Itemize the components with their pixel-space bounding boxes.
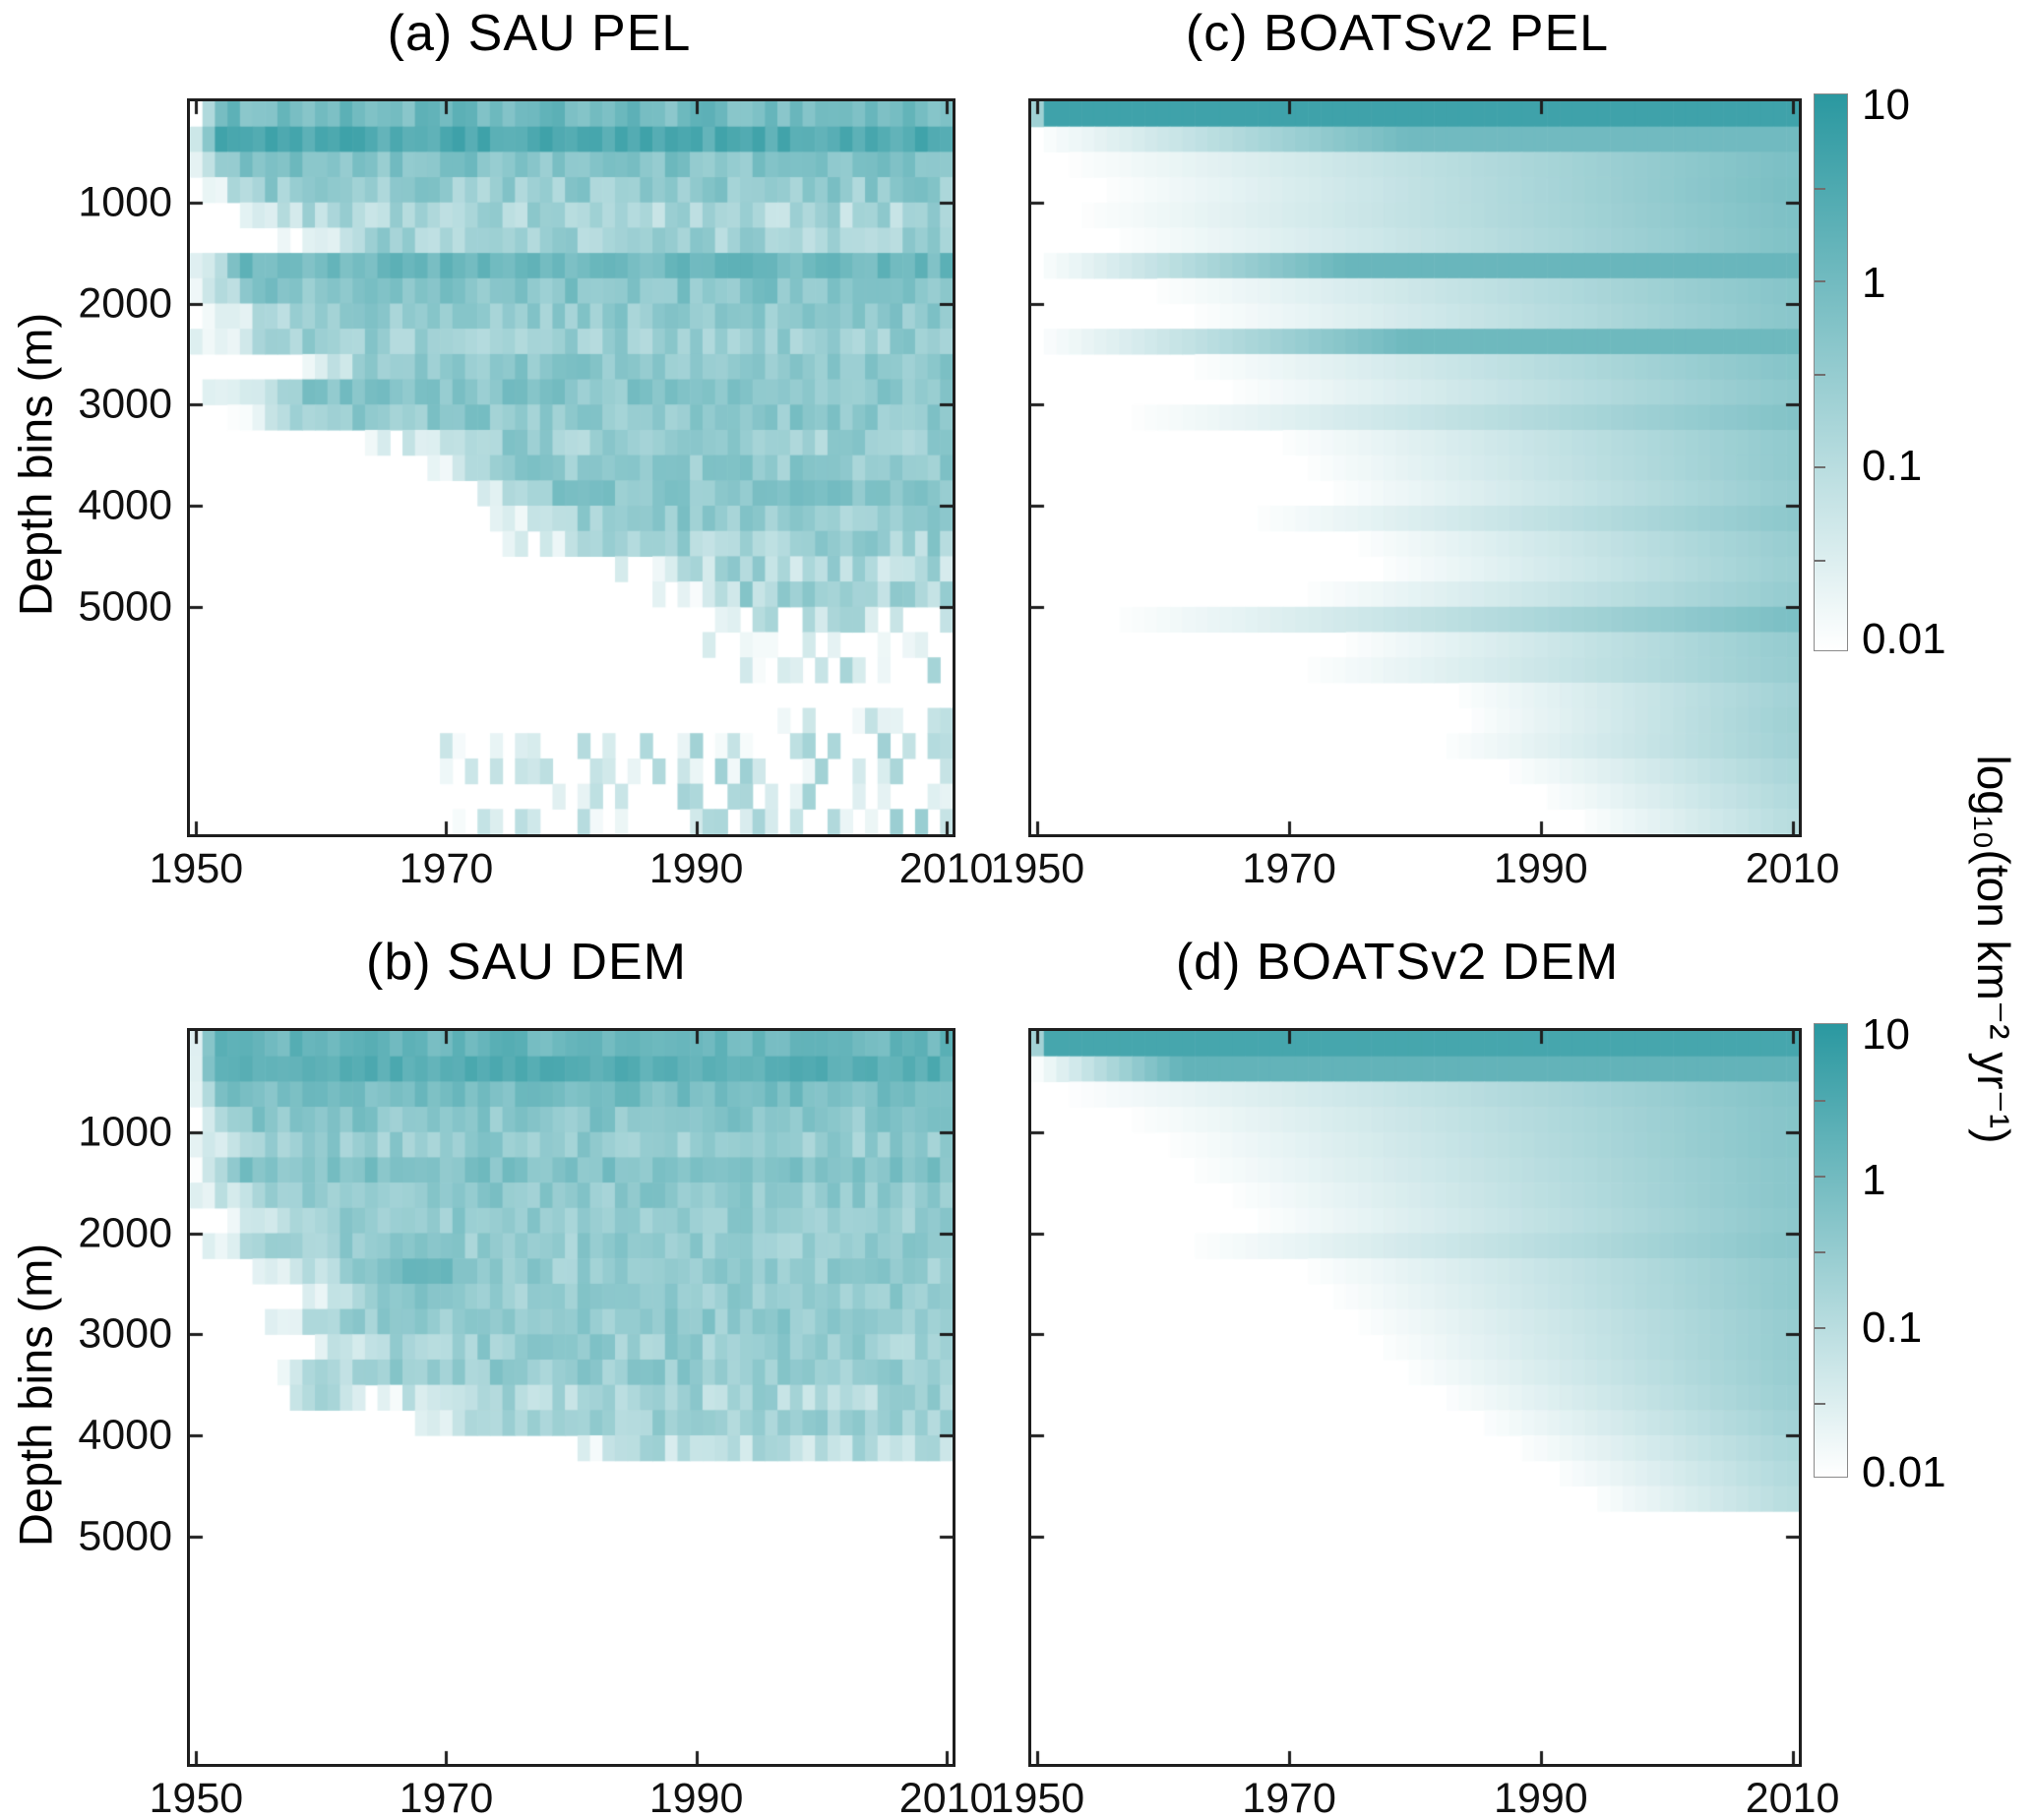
y-tick-label-b: 1000 — [78, 1108, 172, 1156]
y-tick-label-b: 2000 — [78, 1209, 172, 1257]
y-tick-label-a: 4000 — [78, 481, 172, 529]
colorbar-tick-mark — [1815, 374, 1825, 376]
colorbar-top-tick-1: 1 — [1862, 259, 1886, 307]
panel-b-title: (b) SAU DEM — [366, 934, 687, 991]
x-tick-label-c: 2010 — [1745, 845, 1840, 892]
colorbar-tick-mark — [1815, 280, 1825, 282]
x-tick-label-a: 1990 — [648, 845, 744, 892]
x-tick-label-b: 1950 — [149, 1775, 244, 1820]
colorbar-bottom-tick-0.1: 0.1 — [1862, 1304, 1923, 1352]
x-tick-label-a: 1950 — [149, 845, 244, 892]
y-tick-label-a: 5000 — [78, 582, 172, 631]
x-tick-label-b: 1970 — [399, 1775, 494, 1820]
colorbar-bottom-tick-10: 10 — [1862, 1010, 1910, 1059]
y-tick-label-b: 4000 — [78, 1411, 172, 1459]
x-tick-label-d: 1990 — [1494, 1775, 1588, 1820]
x-tick-label-d: 2010 — [1745, 1775, 1840, 1820]
panel-d-title: (d) BOATSv2 DEM — [1175, 934, 1620, 991]
colorbar-bottom-tick-0.01: 0.01 — [1862, 1448, 1946, 1496]
colorbar-tick-mark — [1815, 1327, 1825, 1329]
colorbar-bottom-tick-1: 1 — [1862, 1156, 1886, 1204]
colorbar-tick-mark — [1815, 1176, 1825, 1178]
y-tick-label-a: 2000 — [78, 279, 172, 328]
x-tick-label-c: 1950 — [990, 845, 1085, 892]
x-tick-label-b: 1990 — [648, 1775, 744, 1820]
y-tick-label-b: 3000 — [78, 1309, 172, 1358]
colorbar-tick-mark — [1815, 560, 1825, 562]
x-tick-label-c: 1970 — [1242, 845, 1336, 892]
panel-a-title: (a) SAU PEL — [387, 5, 692, 62]
colorbar-tick-mark — [1815, 466, 1825, 468]
y-axis-label-bottom: Depth bins (m) — [9, 1243, 62, 1547]
y-tick-label-a: 1000 — [78, 178, 172, 226]
heatmap-canvas-c — [1028, 98, 1802, 837]
colorbar-tick-mark — [1815, 1251, 1825, 1253]
colorbar-bottom — [1814, 1023, 1848, 1478]
colorbar-tick-mark — [1815, 188, 1825, 190]
x-tick-label-a: 1970 — [399, 845, 494, 892]
colorbar-tick-mark — [1815, 1403, 1825, 1405]
x-tick-label-a: 2010 — [898, 845, 994, 892]
y-tick-label-b: 5000 — [78, 1512, 172, 1560]
colorbar-tick-mark — [1815, 1100, 1825, 1102]
x-tick-label-c: 1990 — [1494, 845, 1588, 892]
colorbar-top-tick-10: 10 — [1862, 81, 1910, 129]
heatmap-canvas-d — [1028, 1028, 1802, 1767]
heatmap-canvas-a — [187, 98, 955, 837]
x-tick-label-d: 1970 — [1242, 1775, 1336, 1820]
panel-c-title: (c) BOATSv2 PEL — [1185, 5, 1610, 62]
y-axis-label-top: Depth bins (m) — [9, 312, 62, 617]
colorbar-top — [1814, 93, 1848, 651]
heatmap-canvas-b — [187, 1028, 955, 1767]
colorbar-axis-label: log₁₀(ton km⁻² yr⁻¹) — [1968, 755, 2019, 1144]
colorbar-top-tick-0.1: 0.1 — [1862, 442, 1923, 490]
x-tick-label-d: 1950 — [990, 1775, 1085, 1820]
colorbar-top-tick-0.01: 0.01 — [1862, 615, 1946, 663]
x-tick-label-b: 2010 — [898, 1775, 994, 1820]
y-tick-label-a: 3000 — [78, 380, 172, 428]
